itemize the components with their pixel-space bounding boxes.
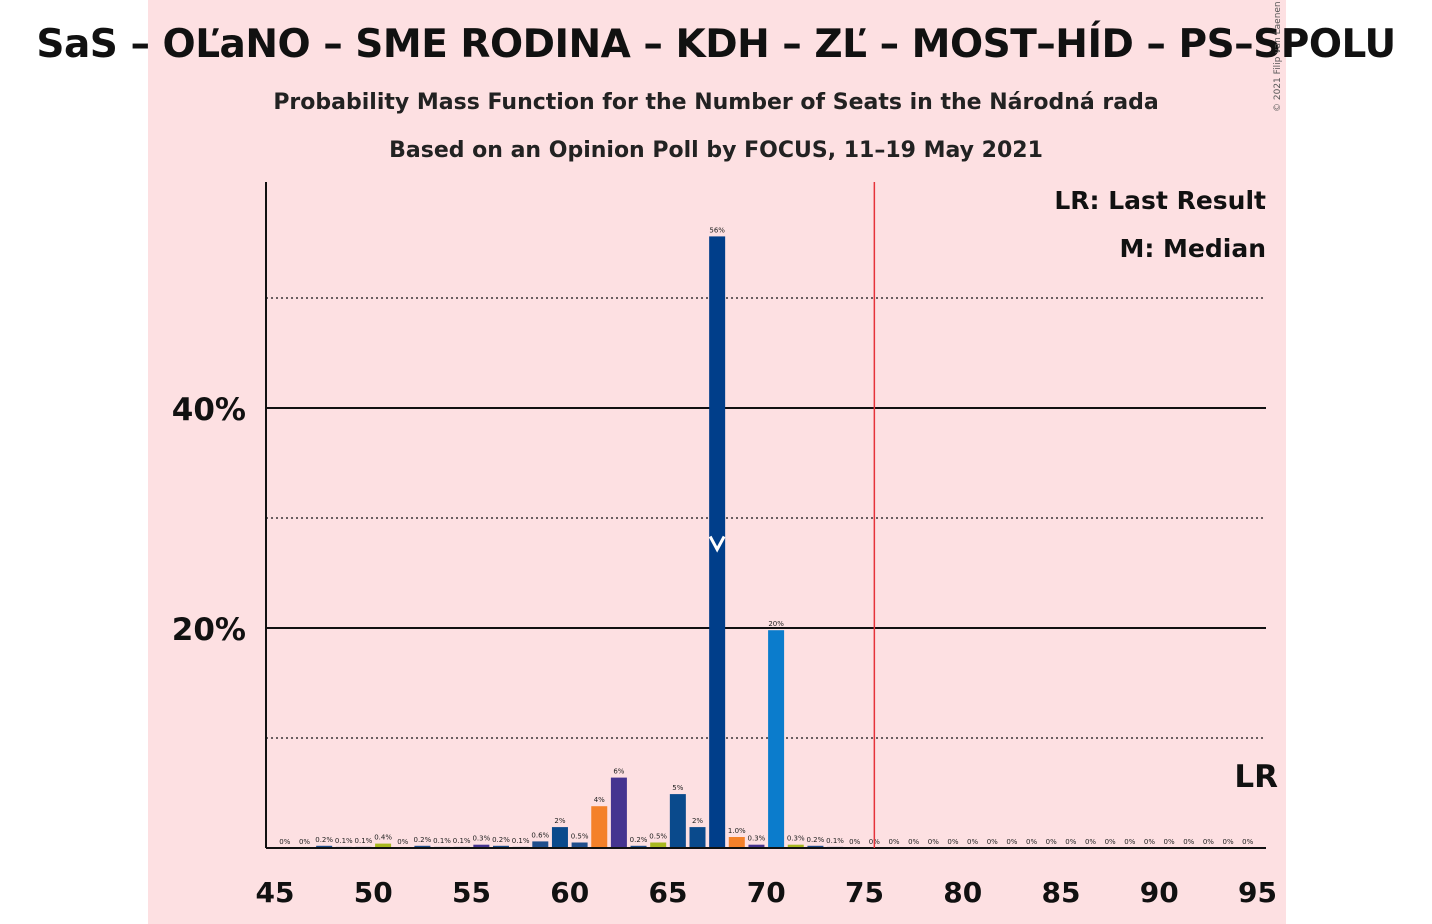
- bar: [610, 777, 627, 848]
- bar-value-label: 0%: [888, 838, 899, 846]
- bar-value-label: 0%: [299, 838, 310, 846]
- bar-value-label: 0%: [1124, 838, 1135, 846]
- legend-median: M: Median: [1119, 234, 1266, 263]
- bar-value-label: 0%: [1164, 838, 1175, 846]
- bar-value-label: 2%: [692, 817, 703, 825]
- median-marker: [708, 535, 726, 553]
- chart-source-line: Based on an Opinion Poll by FOCUS, 11–19…: [389, 138, 1043, 163]
- chart-subtitle: Probability Mass Function for the Number…: [273, 90, 1159, 115]
- bar-value-label: 0%: [279, 838, 290, 846]
- bar-value-label: 0%: [1065, 838, 1076, 846]
- x-tick-label: 75: [845, 876, 884, 909]
- chart-title: SaS – OĽaNO – SME RODINA – KDH – ZĽ – MO…: [36, 22, 1396, 67]
- x-tick-label: 55: [452, 876, 491, 909]
- x-tick-label: 90: [1140, 876, 1179, 909]
- bar-value-label: 0%: [1006, 838, 1017, 846]
- bar-value-label: 4%: [594, 796, 605, 804]
- bar-value-label: 0.3%: [787, 835, 805, 843]
- bar-value-label: 0.2%: [414, 836, 432, 844]
- x-tick-label: 85: [1042, 876, 1081, 909]
- bar-value-label: 0.3%: [748, 835, 766, 843]
- bar: [709, 236, 726, 848]
- bar: [650, 842, 667, 848]
- bar: [768, 630, 785, 848]
- bar-value-label: 0.1%: [453, 837, 471, 845]
- bar: [591, 806, 608, 848]
- bar-value-label: 0.5%: [649, 833, 667, 841]
- bar: [630, 845, 647, 848]
- bar-value-label: 0.1%: [355, 837, 373, 845]
- bar: [473, 844, 490, 848]
- bar-value-label: 0.5%: [571, 833, 589, 841]
- bar-value-label: 0%: [849, 838, 860, 846]
- bar: [728, 837, 745, 848]
- bar-value-label: 0%: [1085, 838, 1096, 846]
- last-result-marker: LR: [1234, 759, 1278, 795]
- bar-value-label: 0%: [1203, 838, 1214, 846]
- bar: [787, 844, 804, 848]
- bar-value-label: 0%: [1242, 838, 1253, 846]
- bar: [571, 842, 588, 848]
- bar-value-label: 0%: [1026, 838, 1037, 846]
- bar-value-label: 0%: [1046, 838, 1057, 846]
- bar-value-label: 0%: [1183, 838, 1194, 846]
- bar-value-label: 0.2%: [315, 836, 333, 844]
- x-tick-label: 80: [943, 876, 982, 909]
- bar-value-label: 0.2%: [630, 836, 648, 844]
- bar-value-label: 5%: [672, 784, 683, 792]
- bar: [689, 827, 706, 848]
- bar-value-label: 0.1%: [433, 837, 451, 845]
- gridlines: 20% 40%: [172, 297, 1266, 739]
- bar: [414, 845, 431, 848]
- bar-value-label: 0.3%: [472, 835, 490, 843]
- x-tick-label: 70: [747, 876, 786, 909]
- bar-value-label: 0%: [987, 838, 998, 846]
- bar-value-label: 0%: [1222, 838, 1233, 846]
- x-tick-label: 65: [649, 876, 688, 909]
- bar: [316, 845, 333, 848]
- bar-value-label: 0%: [947, 838, 958, 846]
- bar-value-label: 0.1%: [335, 837, 353, 845]
- bar: [493, 845, 509, 848]
- x-tick-label: 50: [354, 876, 393, 909]
- bar-value-label: 0%: [908, 838, 919, 846]
- bar-value-label: 2%: [554, 817, 565, 825]
- bar-value-label: 20%: [768, 620, 784, 628]
- x-tick-label: 45: [256, 876, 295, 909]
- bar: [807, 845, 824, 848]
- bar-value-label: 0.4%: [374, 834, 392, 842]
- bar-value-label: 0.2%: [807, 836, 825, 844]
- bar-value-label: 1.0%: [728, 827, 746, 835]
- bar-value-label: 0%: [1105, 838, 1116, 846]
- bar: [748, 844, 765, 848]
- y-tick-label: 40%: [172, 392, 246, 428]
- bar: [375, 843, 392, 848]
- bar: [551, 827, 568, 848]
- bar-value-label: 0%: [928, 838, 939, 846]
- bar: [532, 841, 549, 848]
- bar-value-label: 0.1%: [826, 837, 844, 845]
- bar-value-label: 0.2%: [492, 836, 510, 844]
- bar-value-label: 0.1%: [512, 837, 530, 845]
- bar: [669, 794, 686, 848]
- bar-value-label: 0%: [967, 838, 978, 846]
- x-tick-label: 60: [550, 876, 589, 909]
- bar-value-label: 6%: [613, 768, 624, 776]
- bar-value-label: 0%: [397, 838, 408, 846]
- bar-value-label: 0%: [1144, 838, 1155, 846]
- bar-value-label: 56%: [709, 226, 725, 234]
- axes: 45 50 55 60 65 70 75 80 85 90 95: [256, 182, 1277, 909]
- x-tick-label: 95: [1238, 876, 1277, 909]
- bar-value-label: 0.6%: [531, 831, 549, 839]
- legend-last-result: LR: Last Result: [1054, 186, 1266, 215]
- y-tick-label: 20%: [172, 612, 246, 648]
- bars-layer: 0% 0% 0.2% 0.1% 0.1% 0.4%0% 0.2% 0.1% 0.1% 0.3% 0.…: [279, 226, 1254, 848]
